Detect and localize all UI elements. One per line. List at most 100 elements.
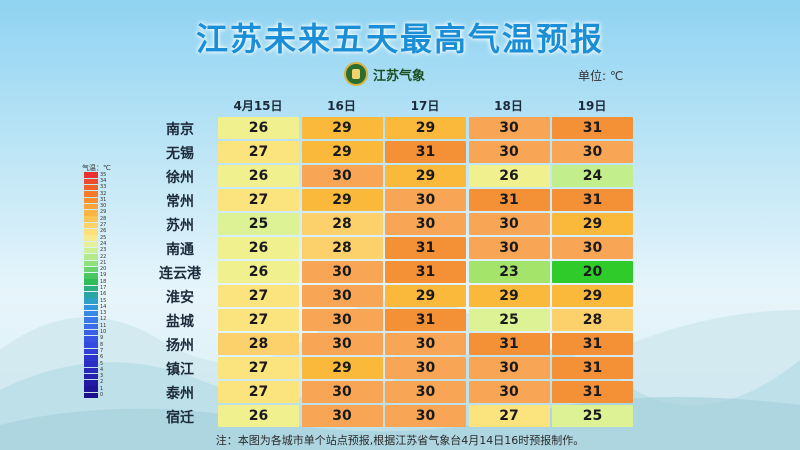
day-header: 18日 (494, 99, 523, 113)
temperature-cell: 25 (468, 309, 550, 331)
temperature-cell: 30 (552, 237, 633, 259)
temperature-cell: 28 (301, 237, 383, 259)
scale-swatch (84, 241, 98, 248)
scale-step: 19 (84, 273, 112, 279)
scale-step: 23 (84, 248, 112, 254)
scale-swatch (84, 298, 98, 304)
scale-step: 8 (84, 342, 112, 348)
city-label: 镇江 (166, 362, 194, 378)
temperature-cell: 30 (301, 333, 383, 355)
scale-tick-label: 10 (100, 329, 107, 336)
color-scale-title: 气温：℃ (82, 164, 111, 172)
weather-logo: 江苏气象 (344, 62, 425, 86)
city-label: 泰州 (166, 386, 194, 402)
scale-tick-label: 28 (100, 215, 107, 222)
scale-tick-label: 26 (100, 228, 107, 235)
temperature-cell: 30 (301, 261, 383, 283)
temperature-cell: 26 (218, 165, 299, 187)
scale-tick-label: 18 (100, 278, 107, 285)
temperature-cell: 27 (218, 357, 299, 379)
temperature-cell: 31 (552, 117, 633, 139)
temperature-cell: 31 (385, 309, 466, 331)
temperature-cell: 30 (385, 357, 466, 379)
temperature-cell: 31 (468, 189, 550, 211)
temperature-cell: 30 (301, 309, 383, 331)
city-label: 淮安 (166, 290, 194, 306)
temperature-cell: 30 (301, 381, 383, 403)
scale-swatch (84, 361, 98, 367)
city-label: 无锡 (166, 146, 194, 162)
scale-tick-label: 12 (100, 316, 107, 323)
city-label: 连云港 (159, 266, 201, 282)
temperature-cell: 31 (552, 189, 633, 211)
scale-step: 20 (84, 266, 112, 273)
scale-step: 10 (84, 329, 112, 336)
temperature-cell: 25 (552, 405, 633, 427)
scale-swatch (84, 203, 98, 210)
scale-tick-label: 34 (100, 177, 107, 184)
scale-tick-label: 14 (100, 303, 107, 310)
scale-step: 27 (84, 222, 112, 229)
temperature-cell: 30 (301, 405, 383, 427)
scale-swatch (84, 329, 98, 336)
scale-swatch (84, 247, 98, 254)
scale-swatch (84, 210, 98, 216)
scale-step: 25 (84, 235, 112, 241)
footnote: 注：本图为各城市单个站点预报,根据江苏省气象台4月14日16时预报制作。 (215, 434, 585, 447)
temperature-cell: 28 (552, 309, 633, 331)
scale-tick-label: 30 (100, 203, 107, 210)
scale-tick-label: 7 (100, 347, 104, 354)
scale-tick-label: 25 (100, 234, 107, 241)
temperature-cell: 30 (468, 213, 550, 235)
scale-tick-label: 35 (100, 171, 107, 178)
temperature-cell: 29 (385, 165, 466, 187)
temperature-cell: 30 (385, 405, 466, 427)
scale-tick-label: 8 (100, 341, 104, 348)
city-label: 徐州 (166, 170, 194, 186)
scale-step: 0 (84, 392, 112, 399)
scale-tick-label: 0 (100, 392, 104, 399)
city-label: 南通 (166, 242, 194, 258)
scale-step: 32 (84, 191, 112, 197)
scale-swatch (84, 172, 98, 178)
scale-tick-label: 3 (100, 373, 104, 380)
temperature-cell: 26 (218, 261, 299, 283)
scale-tick-label: 11 (100, 322, 107, 329)
scale-step: 17 (84, 285, 112, 292)
day-header: 17日 (410, 99, 440, 113)
city-label: 苏州 (166, 218, 194, 234)
temperature-cell: 26 (218, 237, 299, 259)
day-header: 4月15日 (233, 99, 283, 113)
scale-tick-label: 31 (100, 196, 107, 203)
scale-swatch (84, 254, 98, 260)
scale-step: 5 (84, 361, 112, 367)
page-title: 江苏未来五天最高气温预报 (195, 20, 604, 58)
temperature-cell: 27 (218, 141, 299, 163)
temperature-cell: 25 (218, 213, 299, 235)
scale-swatch (84, 222, 98, 229)
scale-swatch (84, 392, 98, 399)
scale-step: 14 (84, 303, 112, 311)
scale-tick-label: 33 (100, 184, 107, 191)
temperature-cell: 31 (468, 333, 550, 355)
scale-tick-label: 20 (100, 266, 107, 273)
scale-swatch (84, 292, 98, 298)
temperature-cell: 29 (385, 285, 466, 307)
scale-step: 4 (84, 366, 112, 374)
scale-tick-label: 4 (100, 366, 104, 373)
temperature-cell: 27 (468, 405, 550, 427)
scale-step: 30 (84, 203, 112, 210)
scale-tick-label: 6 (100, 354, 104, 361)
temperature-cell: 20 (552, 261, 633, 283)
temperature-cell: 29 (301, 141, 383, 163)
scale-swatch (84, 355, 98, 361)
temperature-cell: 26 (218, 117, 299, 139)
scale-tick-label: 9 (100, 335, 104, 342)
temperature-cell: 23 (468, 261, 550, 283)
temperature-cell: 28 (301, 213, 383, 235)
city-label: 南京 (166, 122, 194, 138)
temperature-cell: 28 (218, 333, 299, 355)
temperature-cell: 29 (552, 213, 633, 235)
temperature-cell: 31 (385, 261, 466, 283)
city-label: 扬州 (166, 338, 194, 354)
